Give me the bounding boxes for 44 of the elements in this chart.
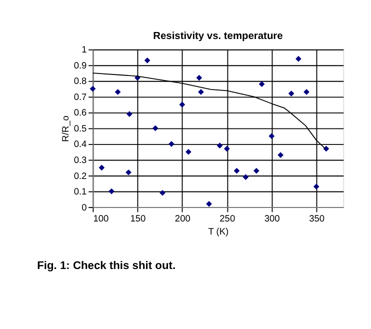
point (278, 152, 284, 158)
y-tick-label: 0.6 (74, 108, 87, 118)
x-axis-title: T (K) (208, 226, 229, 236)
point (179, 102, 186, 108)
point (160, 190, 166, 196)
point (296, 56, 302, 62)
point (186, 148, 192, 155)
x-tick-label: 300 (264, 213, 280, 224)
y-tick-label: 0.7 (74, 92, 87, 102)
point (268, 133, 275, 140)
point (196, 74, 202, 81)
point (126, 169, 132, 176)
x-tick-label: 200 (174, 213, 190, 224)
point (126, 111, 132, 117)
point (114, 89, 121, 95)
point (313, 184, 320, 190)
y-tick-label: 0.5 (74, 123, 87, 134)
point (242, 174, 249, 180)
chart-title: Resistivity vs. temperature (153, 31, 284, 42)
point (224, 146, 230, 152)
y-tick-label: 1 (82, 44, 87, 55)
y-tick-label: 0.8 (74, 76, 87, 86)
x-tick-label: 100 (93, 213, 109, 224)
x-tick-label: 250 (220, 213, 236, 224)
point (108, 188, 114, 194)
point (144, 57, 150, 64)
y-tick-label: 0.2 (74, 170, 87, 181)
y-tick-label: 0.9 (74, 60, 87, 70)
point (216, 142, 223, 149)
caption: Fig. 1: Check this shit out. (37, 260, 176, 272)
point (152, 125, 158, 132)
y-tick-label: 0.1 (74, 186, 87, 197)
y-tick-label: 0.4 (74, 139, 87, 150)
y-tick-label: 0.3 (74, 155, 87, 166)
point (98, 164, 105, 171)
x-tick-label: 350 (309, 213, 325, 224)
point (206, 200, 212, 207)
x-tick-label: 150 (130, 213, 146, 224)
y-tick-label: 0 (82, 202, 87, 212)
point (198, 89, 204, 95)
point (288, 90, 294, 96)
y-axis-title: R/R_o (60, 116, 70, 142)
point (253, 168, 260, 174)
point (258, 81, 265, 88)
